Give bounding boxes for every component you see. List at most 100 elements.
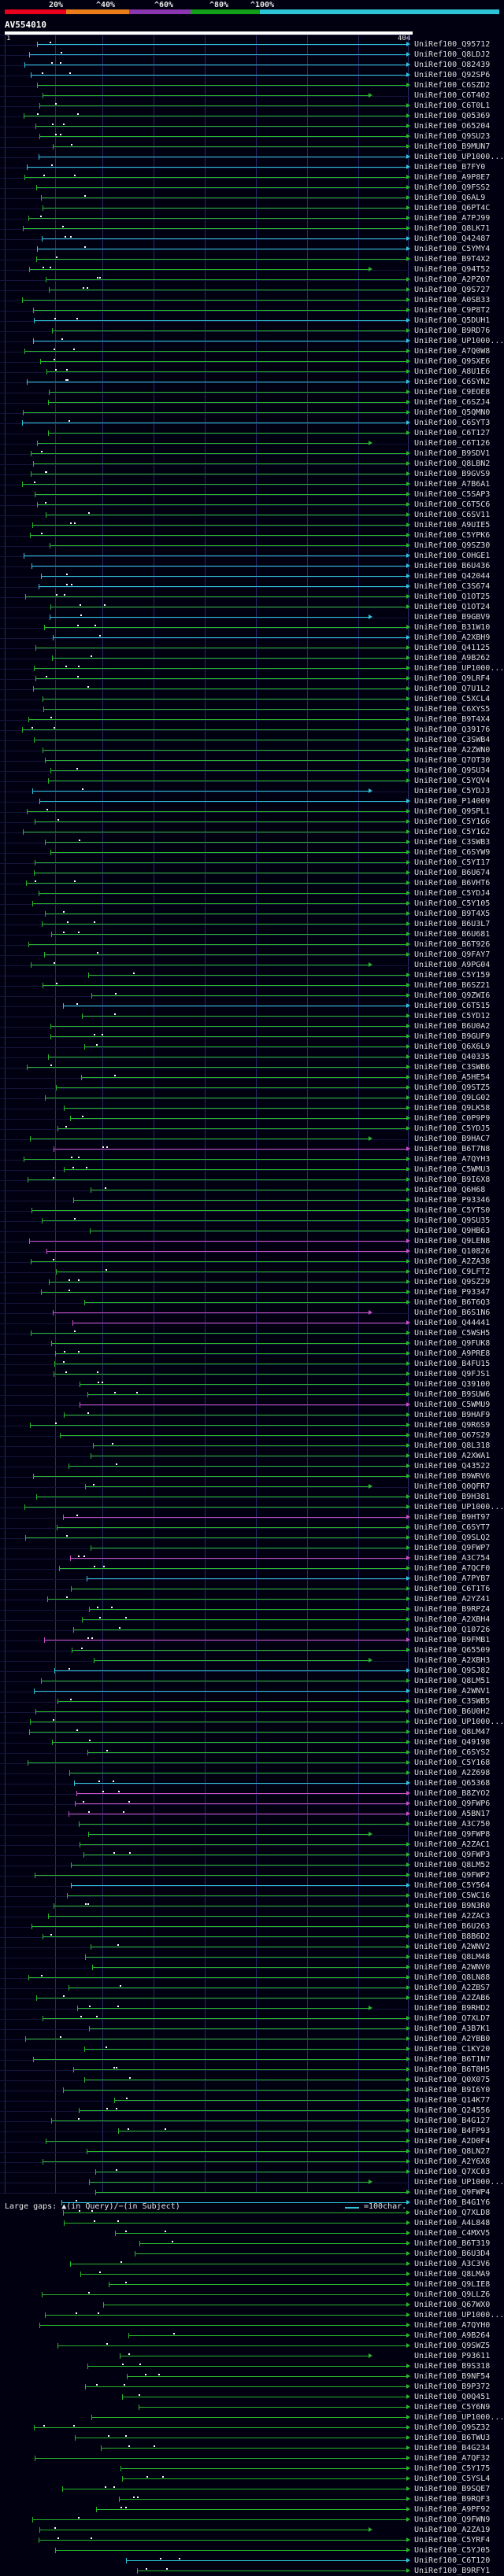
- hit-id-link[interactable]: UniRef100_B4G234: [414, 2444, 491, 2452]
- hit-id-link[interactable]: UniRef100_C5YJ05: [414, 2546, 491, 2555]
- hit-id-link[interactable]: UniRef100_C6T120: [414, 2556, 491, 2565]
- hit-id-link[interactable]: UniRef100_Q8LM51: [414, 1677, 491, 1685]
- hit-id-link[interactable]: UniRef100_C5Y159: [414, 971, 491, 980]
- hit-id-link[interactable]: UniRef100_Q40335: [414, 1053, 491, 1061]
- hit-id-link[interactable]: UniRef100_Q9SZ29: [414, 1278, 491, 1286]
- hit-id-link[interactable]: UniRef100_B9RPZ4: [414, 1605, 491, 1614]
- hit-id-link[interactable]: UniRef100_A2WNV2: [414, 1943, 491, 1951]
- hit-id-link[interactable]: UniRef100_A2XBH9: [414, 633, 491, 642]
- hit-id-link[interactable]: UniRef100_Q7XLD8: [414, 2209, 491, 2217]
- hit-id-link[interactable]: UniRef100_B6TWU3: [414, 2434, 491, 2442]
- hit-id-link[interactable]: UniRef100_Q44441: [414, 1319, 491, 1327]
- hit-id-link[interactable]: UniRef100_UP1000...: [414, 1503, 504, 1511]
- hit-id-link[interactable]: UniRef100_B6U0H2: [414, 1707, 491, 1716]
- hit-id-link[interactable]: UniRef100_A2ZA19: [414, 2526, 491, 2534]
- hit-id-link[interactable]: UniRef100_C5WMU9: [414, 1401, 491, 1409]
- hit-id-link[interactable]: UniRef100_A0SB33: [414, 296, 491, 304]
- hit-id-link[interactable]: UniRef100_C5YTS0: [414, 1206, 491, 1215]
- hit-id-link[interactable]: UniRef100_C5YDJ5: [414, 1124, 491, 1133]
- hit-id-link[interactable]: UniRef100_B4FU15: [414, 1360, 491, 1368]
- hit-id-link[interactable]: UniRef100_Q9FWP3: [414, 1851, 491, 1859]
- hit-id-link[interactable]: UniRef100_B6T6Q3: [414, 1298, 491, 1307]
- hit-id-link[interactable]: UniRef100_A2ZAC3: [414, 1912, 491, 1921]
- hit-id-link[interactable]: UniRef100_P93611: [414, 2352, 491, 2360]
- hit-id-link[interactable]: UniRef100_A3C750: [414, 1820, 491, 1829]
- hit-id-link[interactable]: UniRef100_Q8LM52: [414, 1861, 491, 1869]
- hit-id-link[interactable]: UniRef100_B9SDV1: [414, 449, 491, 458]
- hit-id-link[interactable]: UniRef100_Q9FWP2: [414, 1871, 491, 1880]
- hit-id-link[interactable]: UniRef100_C5XCL4: [414, 695, 491, 703]
- hit-id-link[interactable]: UniRef100_C5Y175: [414, 2464, 491, 2473]
- hit-id-link[interactable]: UniRef100_B9GVS9: [414, 470, 491, 478]
- hit-id-link[interactable]: UniRef100_Q5QMN0: [414, 408, 491, 417]
- hit-id-link[interactable]: UniRef100_B6VHT6: [414, 879, 491, 888]
- hit-id-link[interactable]: UniRef100_Q7XC03: [414, 2168, 491, 2176]
- hit-id-link[interactable]: UniRef100_C1KY20: [414, 2045, 491, 2054]
- hit-id-link[interactable]: UniRef100_C6T5C6: [414, 500, 491, 509]
- hit-id-link[interactable]: UniRef100_Q9LG02: [414, 1094, 491, 1102]
- hit-id-link[interactable]: UniRef100_C5WMU3: [414, 1165, 491, 1174]
- hit-id-link[interactable]: UniRef100_A3C754: [414, 1554, 491, 1563]
- hit-id-link[interactable]: UniRef100_B9RQF3: [414, 2495, 491, 2504]
- hit-id-link[interactable]: UniRef100_B9NF54: [414, 2372, 491, 2381]
- hit-id-link[interactable]: UniRef100_B4FP93: [414, 2127, 491, 2135]
- hit-id-link[interactable]: UniRef100_Q05369: [414, 112, 491, 120]
- hit-id-link[interactable]: UniRef100_Q92SP6: [414, 71, 491, 79]
- hit-id-link[interactable]: UniRef100_Q43522: [414, 1462, 491, 1471]
- hit-id-link[interactable]: UniRef100_Q10726: [414, 1626, 491, 1634]
- hit-id-link[interactable]: UniRef100_B6T926: [414, 940, 491, 949]
- hit-id-link[interactable]: UniRef100_A7QF32: [414, 2454, 491, 2463]
- hit-id-link[interactable]: UniRef100_Q6PT4C: [414, 204, 491, 212]
- hit-id-link[interactable]: UniRef100_Q0Q451: [414, 2393, 491, 2401]
- hit-id-link[interactable]: UniRef100_A2ZA38: [414, 1257, 491, 1266]
- hit-id-link[interactable]: UniRef100_C9P8T2: [414, 306, 491, 315]
- hit-id-link[interactable]: UniRef100_P93346: [414, 1196, 491, 1205]
- hit-id-link[interactable]: UniRef100_A2ZAC1: [414, 1840, 491, 1849]
- hit-id-link[interactable]: UniRef100_Q8LN88: [414, 1973, 491, 1982]
- hit-id-link[interactable]: UniRef100_C4MXV5: [414, 2229, 491, 2238]
- hit-id-link[interactable]: UniRef100_Q67S29: [414, 1431, 491, 1440]
- hit-id-link[interactable]: UniRef100_A9PG04: [414, 961, 491, 969]
- hit-id-link[interactable]: UniRef100_Q9SJ82: [414, 1666, 491, 1675]
- hit-id-link[interactable]: UniRef100_C6SYW9: [414, 848, 491, 857]
- hit-id-link[interactable]: UniRef100_B6U263: [414, 1922, 491, 1931]
- hit-id-link[interactable]: UniRef100_C0HGE1: [414, 552, 491, 560]
- hit-id-link[interactable]: UniRef100_Q9FWP7: [414, 1544, 491, 1552]
- hit-id-link[interactable]: UniRef100_C6XYS5: [414, 705, 491, 714]
- hit-id-link[interactable]: UniRef100_Q1OT25: [414, 592, 491, 601]
- hit-id-link[interactable]: UniRef100_Q9ZWI6: [414, 991, 491, 1000]
- hit-id-link[interactable]: UniRef100_B6SZ21: [414, 981, 491, 990]
- hit-id-link[interactable]: UniRef100_Q49198: [414, 1738, 491, 1747]
- hit-id-link[interactable]: UniRef100_Q9SLQ2: [414, 1533, 491, 1542]
- hit-id-link[interactable]: UniRef100_Q9SZ30: [414, 541, 491, 550]
- hit-id-link[interactable]: UniRef100_O82439: [414, 61, 491, 69]
- hit-id-link[interactable]: UniRef100_B9I6X8: [414, 1175, 491, 1184]
- hit-id-link[interactable]: UniRef100_C9LFT2: [414, 1268, 491, 1276]
- hit-id-link[interactable]: UniRef100_C6SV11: [414, 511, 491, 519]
- hit-id-link[interactable]: UniRef100_Q9HB63: [414, 1227, 491, 1235]
- hit-id-link[interactable]: UniRef100_B9GUF9: [414, 1032, 491, 1041]
- hit-id-link[interactable]: UniRef100_A9B264: [414, 2331, 491, 2340]
- hit-id-link[interactable]: UniRef100_Q9LEN8: [414, 1237, 491, 1246]
- hit-id-link[interactable]: UniRef100_Q65368: [414, 1779, 491, 1788]
- hit-id-link[interactable]: UniRef100_B6T7N8: [414, 1145, 491, 1153]
- hit-id-link[interactable]: UniRef100_A2ZWN0: [414, 746, 491, 755]
- hit-id-link[interactable]: UniRef100_B31W10: [414, 623, 491, 632]
- hit-id-link[interactable]: UniRef100_B9P372: [414, 2382, 491, 2391]
- hit-id-link[interactable]: UniRef100_UP1000...: [414, 2178, 504, 2187]
- hit-id-link[interactable]: UniRef100_A8U1E6: [414, 367, 491, 376]
- hit-id-link[interactable]: UniRef100_Q6X6L9: [414, 1043, 491, 1051]
- hit-id-link[interactable]: UniRef100_Q9LIE8: [414, 2280, 491, 2289]
- hit-id-link[interactable]: UniRef100_A9UIE5: [414, 521, 491, 530]
- hit-id-link[interactable]: UniRef100_C5YQV4: [414, 777, 491, 785]
- hit-id-link[interactable]: UniRef100_Q8LBN2: [414, 459, 491, 468]
- hit-id-link[interactable]: UniRef100_A2XBH4: [414, 1615, 491, 1624]
- hit-id-link[interactable]: UniRef100_Q39100: [414, 1380, 491, 1389]
- hit-id-link[interactable]: UniRef100_Q8LDJ2: [414, 50, 491, 59]
- hit-id-link[interactable]: UniRef100_Q10826: [414, 1247, 491, 1256]
- hit-id-link[interactable]: UniRef100_Q8LM47: [414, 1728, 491, 1736]
- hit-id-link[interactable]: UniRef100_Q6H68: [414, 1186, 486, 1194]
- hit-id-link[interactable]: UniRef100_C6SYN2: [414, 378, 491, 386]
- hit-id-link[interactable]: UniRef100_Q9FUK8: [414, 1339, 491, 1348]
- hit-id-link[interactable]: UniRef100_B9H381: [414, 1493, 491, 1501]
